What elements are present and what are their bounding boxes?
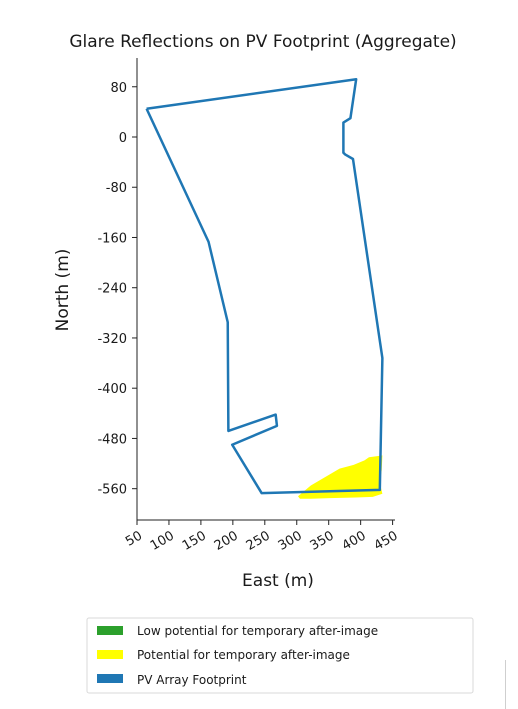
legend-swatch-footprint: [97, 674, 123, 683]
y-tick-label: -320: [97, 332, 127, 347]
x-tick-label: 450: [372, 528, 401, 553]
x-tick-label: 250: [244, 528, 273, 553]
y-axis-ticks: 80 0 -80 -160 -240 -320 -400 -480 -560: [97, 81, 137, 498]
pv-array-footprint-line: [145, 77, 384, 495]
y-axis-label: North (m): [53, 249, 73, 332]
legend-frame: [86, 617, 474, 694]
y-tick-label: 80: [110, 81, 127, 96]
legend-swatch-low: [97, 626, 123, 635]
x-tick-label: 100: [148, 528, 177, 553]
x-tick-label: 50: [123, 528, 145, 549]
legend: Low potential for temporary after-image …: [86, 617, 474, 694]
chart-title: Glare Reflections on PV Footprint (Aggre…: [69, 32, 456, 52]
y-tick-label: -240: [97, 282, 127, 297]
y-tick-label: -80: [106, 181, 127, 196]
y-tick-label: -480: [97, 432, 127, 447]
glare-area-potential: [298, 455, 383, 499]
x-tick-label: 150: [180, 528, 209, 553]
legend-label-footprint: PV Array Footprint: [137, 673, 247, 687]
y-tick-label: -160: [97, 231, 127, 246]
x-tick-label: 350: [308, 528, 337, 553]
x-tick-label: 300: [276, 528, 305, 553]
x-tick-label: 200: [212, 528, 241, 553]
y-tick-label: 0: [119, 131, 127, 146]
legend-swatch-potential: [97, 650, 123, 659]
x-tick-label: 400: [340, 528, 369, 553]
plot-area: [145, 77, 384, 499]
divider: [505, 660, 506, 709]
y-tick-label: -400: [97, 382, 127, 397]
x-axis-label: East (m): [242, 571, 314, 591]
x-axis-ticks: 50 100 150 200 250 300 350 400 450: [123, 520, 401, 554]
legend-label-potential: Potential for temporary after-image: [137, 648, 350, 662]
legend-label-low: Low potential for temporary after-image: [137, 624, 378, 638]
y-tick-label: -560: [97, 483, 127, 498]
